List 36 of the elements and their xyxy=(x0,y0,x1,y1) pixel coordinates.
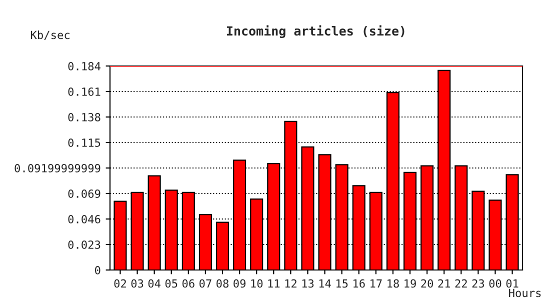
x-tick-label: 15 xyxy=(336,279,348,288)
x-tick-label: 16 xyxy=(354,279,365,288)
y-tick-label: 0 xyxy=(95,266,100,274)
x-tick-label: 04 xyxy=(148,279,160,288)
x-tick-label: 20 xyxy=(421,279,434,288)
x-tick-label: 10 xyxy=(251,279,263,288)
x-tick-label: 13 xyxy=(302,279,314,288)
y-tick-label: 0.115 xyxy=(68,138,100,147)
x-tick-label: 02 xyxy=(114,279,126,288)
x-tick-label: 19 xyxy=(404,279,416,288)
x-tick-label: 06 xyxy=(182,279,194,288)
x-tick-label: 17 xyxy=(370,279,382,288)
chart-title: Incoming articles (size) xyxy=(226,25,404,38)
x-tick-label: 11 xyxy=(268,279,280,288)
x-tick-label: 12 xyxy=(285,279,296,288)
x-tick-label: 22 xyxy=(455,279,467,288)
x-tick-label: 00 xyxy=(489,279,502,288)
y-tick-label: 0.023 xyxy=(68,240,100,249)
y-tick-label: 0.184 xyxy=(68,62,100,70)
x-tick-label: 14 xyxy=(319,279,331,288)
x-tick-label: 07 xyxy=(199,279,212,288)
y-axis-title: Kb/sec xyxy=(30,30,70,40)
y-tick-label: 0.138 xyxy=(68,113,100,122)
x-tick-label: 01 xyxy=(506,279,518,288)
x-tick-label: 21 xyxy=(438,279,450,288)
x-tick-label: 08 xyxy=(216,279,228,288)
y-tick-label: 0.069 xyxy=(68,190,100,198)
x-tick-label: 05 xyxy=(165,279,178,288)
x-tick-label: 18 xyxy=(388,279,399,288)
x-tick-label: 09 xyxy=(234,279,246,288)
x-tick-label: 23 xyxy=(472,279,484,288)
x-tick-label: 03 xyxy=(131,279,144,288)
x-axis-title: Hours xyxy=(509,288,541,298)
y-tick-label: 0.09199999999 xyxy=(14,164,100,172)
y-tick-label: 0.046 xyxy=(68,215,100,224)
y-tick-label: 0.161 xyxy=(68,88,100,96)
